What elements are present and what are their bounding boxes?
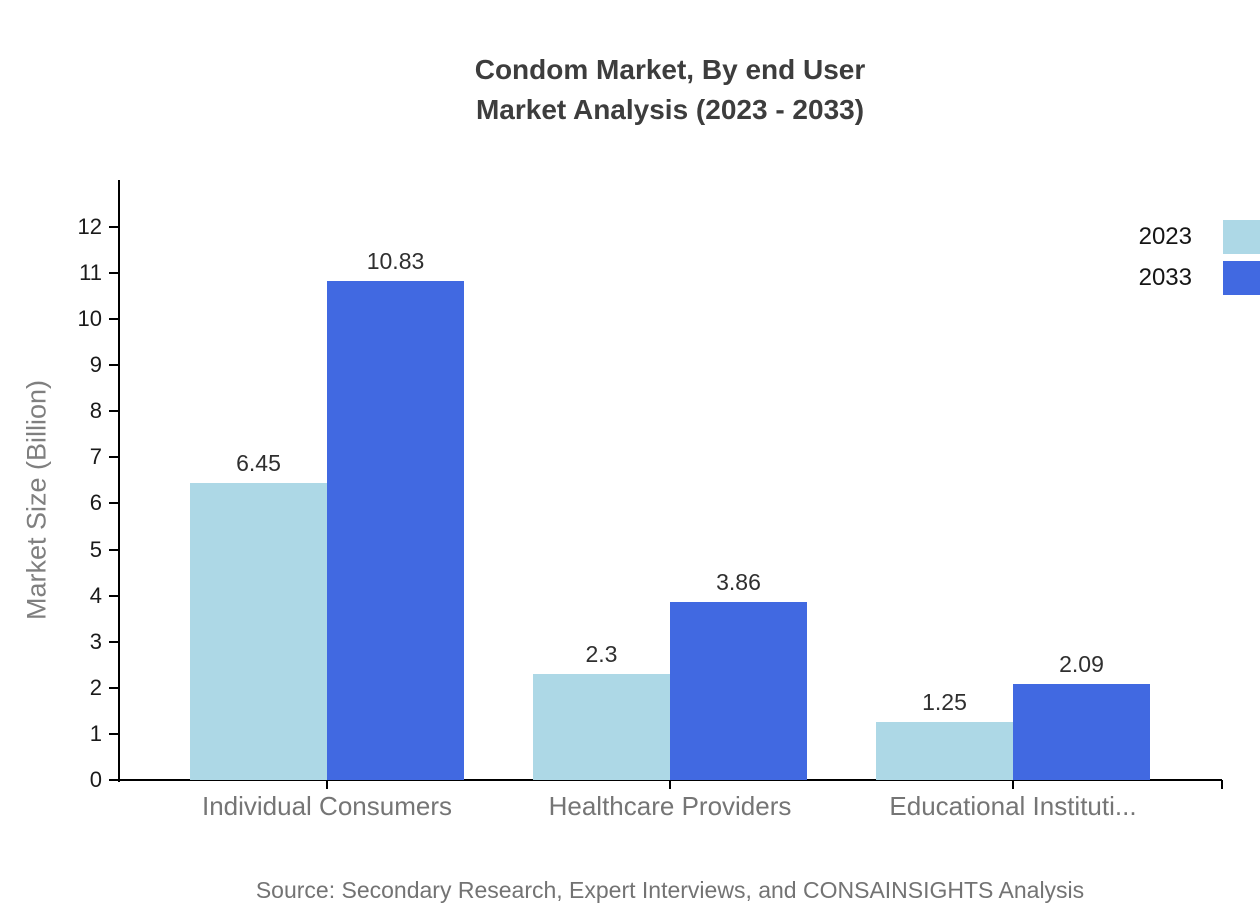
bar-2033-healthcare-providers xyxy=(670,602,807,780)
y-tick-label: 5 xyxy=(89,536,102,562)
y-tick xyxy=(109,456,118,459)
y-tick xyxy=(109,594,118,597)
category-label-individual-consumers: Individual Consumers xyxy=(201,791,452,821)
y-tick-label: 2 xyxy=(89,674,102,700)
bar-2033-educational-instituti xyxy=(1013,683,1150,780)
legend: 2023 2033 xyxy=(1139,220,1260,302)
y-tick-label: 0 xyxy=(89,767,102,792)
category-label-healthcare-providers: Healthcare Providers xyxy=(548,791,792,821)
y-tick xyxy=(109,410,118,413)
legend-label-2033: 2033 xyxy=(1138,264,1192,291)
bar-2023-educational-instituti xyxy=(876,722,1013,780)
y-tick-label: 4 xyxy=(89,582,102,608)
y-tick xyxy=(109,686,118,689)
legend-item-2033: 2033 xyxy=(1139,261,1260,295)
legend-item-2023: 2023 xyxy=(1139,220,1260,254)
y-tick xyxy=(109,732,118,735)
bar-value-label-2033-individual-consumers: 10.83 xyxy=(366,247,425,274)
y-tick xyxy=(109,502,118,505)
y-axis-line xyxy=(118,180,120,782)
y-tick-label: 8 xyxy=(89,398,102,424)
x-tick xyxy=(669,780,671,789)
y-tick-label: 10 xyxy=(77,306,102,331)
y-tick-label: 6 xyxy=(89,490,102,516)
y-tick xyxy=(109,225,118,228)
y-tick xyxy=(109,318,118,320)
bar-2033-individual-consumers xyxy=(327,280,464,780)
chart-title-line1: Condom Market, By end User xyxy=(474,54,866,85)
legend-label-2023: 2023 xyxy=(1138,223,1192,250)
y-tick xyxy=(109,271,118,274)
y-tick xyxy=(109,779,118,781)
y-tick xyxy=(109,640,118,643)
chart-title-line2: Market Analysis (2023 - 2033) xyxy=(475,94,865,125)
legend-swatch-2033 xyxy=(1223,261,1260,295)
bar-value-label-2033-healthcare-providers: 3.86 xyxy=(716,569,761,596)
y-tick-label: 1 xyxy=(89,720,102,746)
y-tick-label: 9 xyxy=(89,352,102,378)
bar-value-label-2033-educational-instituti: 2.09 xyxy=(1059,650,1104,677)
bar-value-label-2023-healthcare-providers: 2.3 xyxy=(585,640,618,667)
y-tick-label: 3 xyxy=(89,628,102,654)
y-tick-label: 7 xyxy=(89,444,102,470)
y-tick-label: 12 xyxy=(77,213,102,239)
y-tick xyxy=(109,364,118,367)
x-tick xyxy=(1012,780,1014,789)
bar-value-label-2023-educational-instituti: 1.25 xyxy=(922,689,967,716)
bar-2023-healthcare-providers xyxy=(533,673,670,780)
chart-title: Condom Market, By end User Market Analys… xyxy=(80,50,1260,130)
category-label-educational-instituti: Educational Instituti... xyxy=(889,791,1137,821)
y-tick xyxy=(109,548,118,551)
x-tick xyxy=(326,780,328,789)
bar-2023-individual-consumers xyxy=(190,482,327,780)
bar-value-label-2023-individual-consumers: 6.45 xyxy=(236,449,281,476)
legend-swatch-2023 xyxy=(1223,220,1260,254)
x-tick xyxy=(1221,780,1223,789)
y-tick-label: 11 xyxy=(79,259,102,285)
source-note: Source: Secondary Research, Expert Inter… xyxy=(255,877,1085,903)
